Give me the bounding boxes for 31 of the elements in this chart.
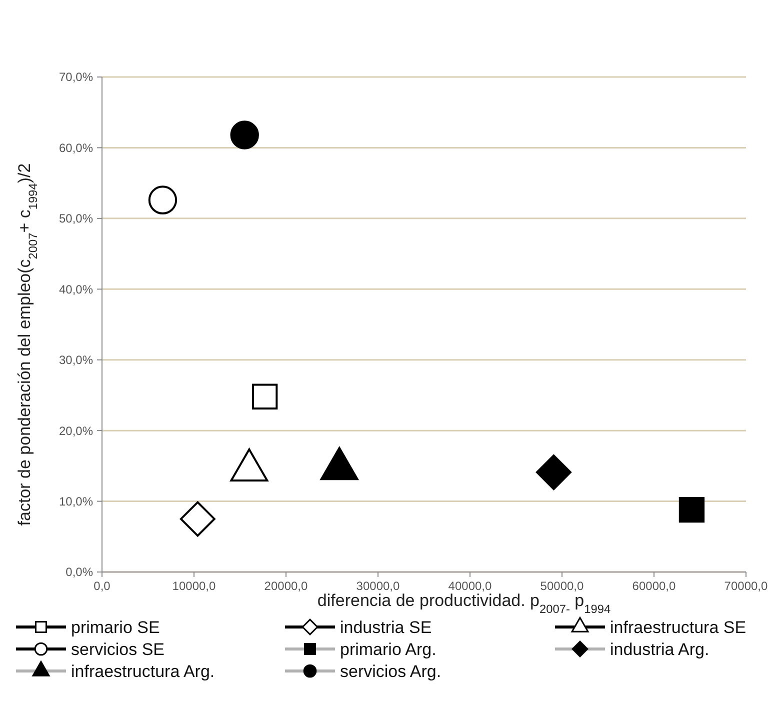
legend-label: servicios SE xyxy=(71,640,165,659)
point xyxy=(230,120,259,150)
x-tick-label: 50000,0 xyxy=(540,579,584,593)
y-tick-label: 20,0% xyxy=(58,424,94,438)
y-tick-label: 30,0% xyxy=(58,353,94,368)
legend-label: industria SE xyxy=(340,618,432,637)
y-tick-label: 60,0% xyxy=(58,140,94,155)
point xyxy=(148,186,178,214)
legend-label: infraestructura Arg. xyxy=(71,662,215,681)
legend-label: servicios Arg. xyxy=(340,662,442,681)
x-tick-label: 40000,0 xyxy=(448,579,492,593)
y-tick-label: 70,0% xyxy=(58,70,94,84)
x-tick-label: 70000,0 xyxy=(724,579,768,593)
x-tick-label: 0,0 xyxy=(94,579,111,593)
y-tick-label: 0,0% xyxy=(66,565,94,580)
x-tick-label: 10000,0 xyxy=(172,579,216,593)
x-tick-label: 60000,0 xyxy=(632,579,676,593)
y-tick-label: 50,0% xyxy=(58,212,94,226)
legend-label: primario Arg. xyxy=(340,640,436,659)
x-axis-title: diferencia de productividad. p$_{2007-}$ p$_{1994}$ xyxy=(317,591,611,616)
legend-label: industria Arg. xyxy=(610,640,710,659)
x-tick-label: 20000,0 xyxy=(264,579,308,593)
y-tick-label: 40,0% xyxy=(58,282,94,296)
point xyxy=(536,454,572,490)
point xyxy=(678,496,705,523)
x-tick-label: 30000,0 xyxy=(356,579,400,593)
legend-label: infraestructura SE xyxy=(610,618,746,637)
point xyxy=(180,501,216,537)
point xyxy=(252,384,278,410)
y-tick-label: 10,0% xyxy=(58,494,94,508)
legend-label: primario SE xyxy=(71,618,160,637)
